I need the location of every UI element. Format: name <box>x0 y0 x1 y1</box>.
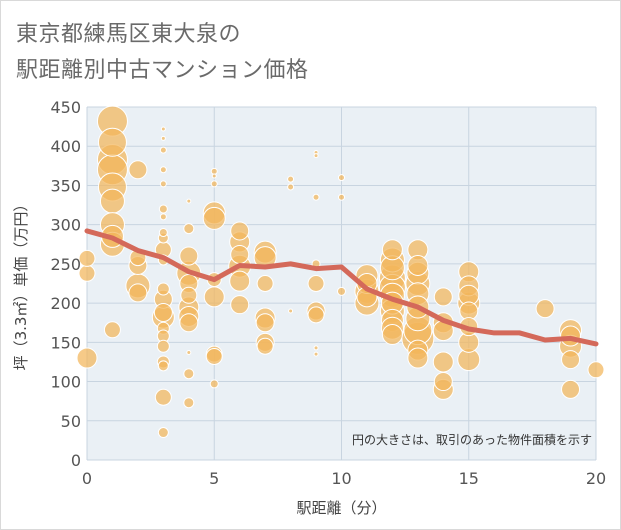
data-point <box>97 127 127 157</box>
data-point <box>312 193 320 201</box>
data-point <box>313 351 319 357</box>
data-point <box>157 427 169 439</box>
data-point <box>210 180 218 188</box>
data-point <box>313 345 319 351</box>
data-point <box>381 323 403 345</box>
data-point <box>103 321 121 339</box>
x-tick-label: 10 <box>331 469 351 488</box>
data-point <box>153 303 173 323</box>
chart-title-line1: 東京都練馬区東大泉の <box>16 22 242 47</box>
data-point <box>230 295 250 315</box>
data-point <box>287 175 295 183</box>
data-point <box>78 264 96 282</box>
y-tick-label: 250 <box>50 255 81 274</box>
data-point <box>256 337 274 355</box>
x-tick-label: 5 <box>209 469 219 488</box>
data-point <box>78 249 96 267</box>
data-point <box>211 173 217 179</box>
data-point <box>158 204 168 214</box>
y-tick-label: 50 <box>61 412 81 431</box>
y-tick-label: 100 <box>50 373 81 392</box>
data-point <box>338 174 345 182</box>
data-point <box>230 244 250 264</box>
data-point <box>288 308 294 314</box>
size-note: 円の大きさは、取引のあった物件面積を示す <box>352 432 592 447</box>
data-point <box>381 239 403 261</box>
y-tick-label: 150 <box>50 333 81 352</box>
data-point <box>159 166 167 174</box>
data-point <box>159 146 167 154</box>
data-point <box>183 397 195 409</box>
data-point <box>159 213 167 221</box>
y-tick-label: 400 <box>50 137 81 156</box>
data-point <box>186 198 192 204</box>
data-point <box>183 368 195 380</box>
data-point <box>209 379 219 389</box>
data-point <box>307 306 325 324</box>
data-point <box>183 223 195 235</box>
data-point <box>157 360 169 372</box>
data-point <box>179 313 199 333</box>
data-point <box>203 286 225 308</box>
x-tick-label: 20 <box>586 469 606 488</box>
chart-title-line2: 駅距離別中古マンション価格 <box>16 58 309 83</box>
tick-labels: 0 50 100 150 200 250 300 350 400 450 0 5 10 15 20 <box>50 98 606 488</box>
data-point <box>313 153 319 159</box>
data-point <box>156 282 170 296</box>
data-point <box>202 206 226 230</box>
data-point <box>156 339 170 353</box>
data-point <box>205 347 223 365</box>
data-point <box>407 254 429 276</box>
x-tick-label: 0 <box>82 469 92 488</box>
y-axis-label: 坪（3.3㎡）単価（万円） <box>12 197 30 371</box>
data-point <box>160 135 166 141</box>
data-point <box>179 246 199 266</box>
data-point <box>407 347 429 369</box>
x-axis-label: 駅距離（分） <box>296 499 386 517</box>
data-point <box>433 287 453 307</box>
trend-line <box>84 228 599 347</box>
data-point <box>307 275 325 292</box>
data-point <box>210 167 218 175</box>
data-point <box>160 126 166 132</box>
data-point <box>128 283 148 303</box>
data-point <box>186 350 192 356</box>
data-point <box>99 188 125 214</box>
data-point <box>432 351 454 373</box>
data-point <box>287 183 295 191</box>
data-point <box>338 193 345 201</box>
data-point <box>255 313 275 333</box>
data-point <box>535 299 555 319</box>
data-point <box>154 388 172 406</box>
data-point <box>561 350 581 370</box>
data-point <box>433 372 453 392</box>
data-point <box>230 221 250 241</box>
data-point <box>128 160 148 180</box>
data-point <box>229 270 251 292</box>
trend-line-layer <box>84 228 599 347</box>
data-point <box>587 361 605 379</box>
y-tick-label: 450 <box>50 98 81 117</box>
bubble-layer <box>76 105 605 439</box>
data-point <box>561 379 581 399</box>
data-point <box>76 347 98 369</box>
y-tick-label: 0 <box>71 451 81 470</box>
data-point <box>158 228 168 238</box>
data-point <box>180 286 198 304</box>
y-tick-label: 300 <box>50 216 81 235</box>
data-point <box>337 286 346 296</box>
data-point <box>256 275 274 292</box>
x-tick-label: 15 <box>459 469 479 488</box>
y-tick-label: 200 <box>50 294 81 313</box>
y-tick-label: 350 <box>50 176 81 195</box>
data-point <box>159 180 167 188</box>
